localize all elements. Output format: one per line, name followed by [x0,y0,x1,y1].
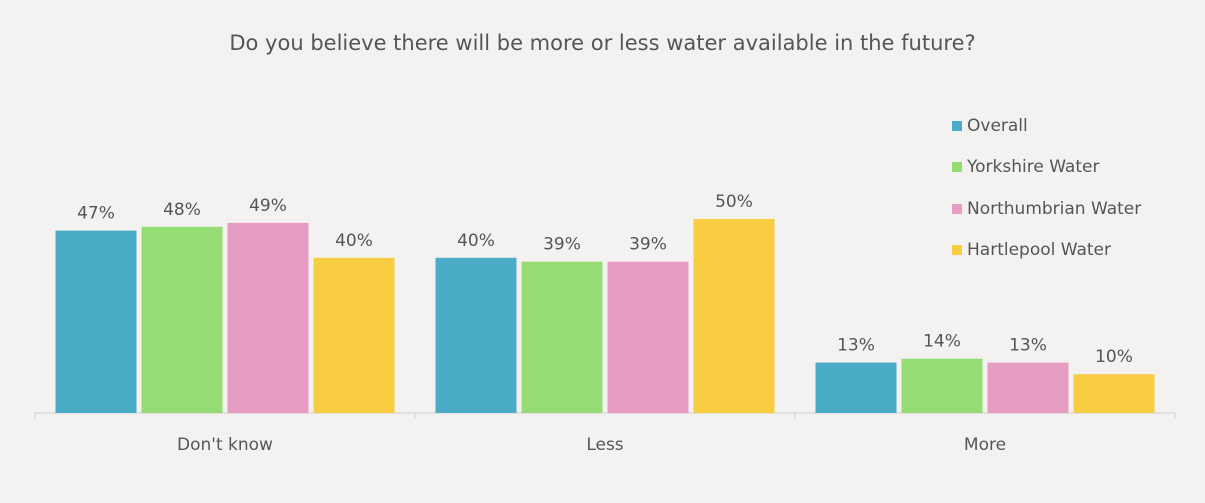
bar-overall-don-t-know [55,230,137,413]
data-label: 13% [1009,336,1047,356]
data-label: 47% [77,204,115,224]
legend-swatch [952,203,962,214]
category-label: Don't know [177,435,273,455]
legend-label: Northumbrian Water [967,198,1142,219]
legend-label: Overall [967,115,1028,136]
bar-northumbrian-water-more [987,362,1069,413]
data-label: 39% [543,235,581,255]
data-label: 40% [457,231,495,251]
category-label: More [964,435,1006,455]
legend-item-overall: Overall [952,105,1141,147]
bar-hartlepool-water-don-t-know [313,257,395,413]
bar-hartlepool-water-less [693,219,775,413]
bar-northumbrian-water-less [607,261,689,413]
category-label: Less [586,435,623,455]
legend-item-yorkshire-water: Yorkshire Water [952,147,1141,189]
bar-yorkshire-water-more [901,358,983,413]
legend-item-northumbrian-water: Northumbrian Water [952,188,1141,230]
bar-yorkshire-water-don-t-know [141,226,223,413]
bar-yorkshire-water-less [521,261,603,413]
legend-swatch [952,162,962,173]
legend-swatch [952,245,962,256]
data-label: 14% [923,332,961,352]
data-label: 50% [715,192,753,212]
legend-label: Yorkshire Water [967,157,1100,178]
data-label: 39% [629,235,667,255]
bar-northumbrian-water-don-t-know [227,222,309,413]
data-label: 48% [163,200,201,220]
legend-swatch [952,120,962,131]
data-label: 40% [335,231,373,251]
data-label: 49% [249,196,287,216]
bar-hartlepool-water-more [1073,374,1155,413]
chart-title: Do you believe there will be more or les… [229,31,976,55]
chart-legend: Overall Yorkshire Water Northumbrian Wat… [952,105,1141,271]
legend-label: Hartlepool Water [967,240,1112,261]
bar-overall-more [815,362,897,413]
data-label: 13% [837,336,875,356]
data-label: 10% [1095,347,1133,367]
legend-item-hartlepool-water: Hartlepool Water [952,230,1141,272]
bar-overall-less [435,257,517,413]
